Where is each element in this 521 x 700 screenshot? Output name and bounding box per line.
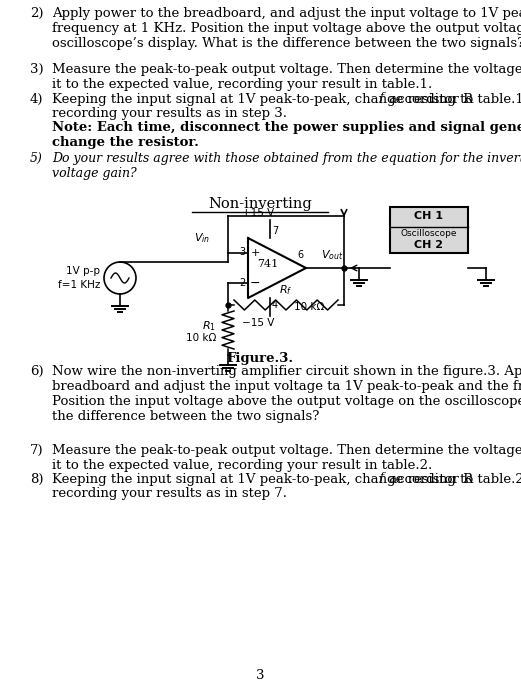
Text: 7): 7) bbox=[30, 444, 44, 457]
Text: 3: 3 bbox=[239, 247, 245, 257]
Text: according to table.2,: according to table.2, bbox=[386, 473, 521, 486]
Text: Keeping the input signal at 1V peak-to-peak, change resistor R: Keeping the input signal at 1V peak-to-p… bbox=[52, 93, 473, 106]
Text: 10 kΩ: 10 kΩ bbox=[185, 333, 216, 343]
Text: 3): 3) bbox=[30, 63, 44, 76]
Text: 6): 6) bbox=[30, 365, 44, 378]
Text: $R_1$: $R_1$ bbox=[202, 319, 216, 333]
Text: 8): 8) bbox=[30, 473, 43, 486]
Text: 5): 5) bbox=[30, 152, 43, 165]
Text: +: + bbox=[250, 248, 259, 258]
Text: 7: 7 bbox=[272, 226, 278, 236]
Text: 4): 4) bbox=[30, 93, 43, 106]
Text: 741: 741 bbox=[257, 259, 279, 269]
Text: CH 2: CH 2 bbox=[415, 240, 443, 250]
Text: 6: 6 bbox=[298, 250, 304, 260]
Text: Now wire the non-inverting amplifier circuit shown in the figure.3. Apply power : Now wire the non-inverting amplifier cir… bbox=[52, 365, 521, 423]
Text: Keeping the input signal at 1V peak-to-peak, change resistor R: Keeping the input signal at 1V peak-to-p… bbox=[52, 473, 473, 486]
Bar bbox=[390, 207, 468, 253]
Text: −15 V: −15 V bbox=[242, 318, 274, 328]
Text: 2): 2) bbox=[30, 7, 43, 20]
Text: f: f bbox=[379, 472, 383, 482]
Text: 1V p-p: 1V p-p bbox=[66, 266, 100, 276]
Text: Note: Each time, disconnect the power supplies and signal generator before you
c: Note: Each time, disconnect the power su… bbox=[52, 121, 521, 149]
Text: $V_{in}$: $V_{in}$ bbox=[194, 231, 210, 245]
Text: $R_f$: $R_f$ bbox=[279, 284, 293, 297]
Text: f=1 KHz: f=1 KHz bbox=[58, 280, 100, 290]
Text: Do your results agree with those obtained from the equation for the inverting am: Do your results agree with those obtaine… bbox=[52, 152, 521, 180]
Text: Apply power to the breadboard, and adjust the input voltage to 1V peak-to-peak a: Apply power to the breadboard, and adjus… bbox=[52, 7, 521, 50]
Text: 10 kΩ: 10 kΩ bbox=[294, 302, 325, 312]
Text: $V_{out}$: $V_{out}$ bbox=[321, 248, 343, 262]
Text: +15 V: +15 V bbox=[242, 208, 274, 218]
Text: 3: 3 bbox=[256, 669, 264, 682]
Text: −: − bbox=[250, 276, 260, 290]
Text: 4: 4 bbox=[272, 300, 278, 310]
Text: Figure.3.: Figure.3. bbox=[227, 352, 293, 365]
Text: Non-inverting: Non-inverting bbox=[208, 197, 312, 211]
Text: according to table.1,: according to table.1, bbox=[386, 93, 521, 106]
Text: Oscilloscope: Oscilloscope bbox=[401, 229, 457, 238]
Text: Measure the peak-to-peak output voltage. Then determine the voltage gain and com: Measure the peak-to-peak output voltage.… bbox=[52, 63, 521, 91]
Text: f: f bbox=[379, 92, 383, 102]
Text: recording your results as in step 3.: recording your results as in step 3. bbox=[52, 107, 287, 120]
Text: recording your results as in step 7.: recording your results as in step 7. bbox=[52, 487, 287, 500]
Text: CH 1: CH 1 bbox=[415, 211, 443, 221]
Text: 2: 2 bbox=[239, 278, 245, 288]
Text: Measure the peak-to-peak output voltage. Then determine the voltage gain and com: Measure the peak-to-peak output voltage.… bbox=[52, 444, 521, 472]
